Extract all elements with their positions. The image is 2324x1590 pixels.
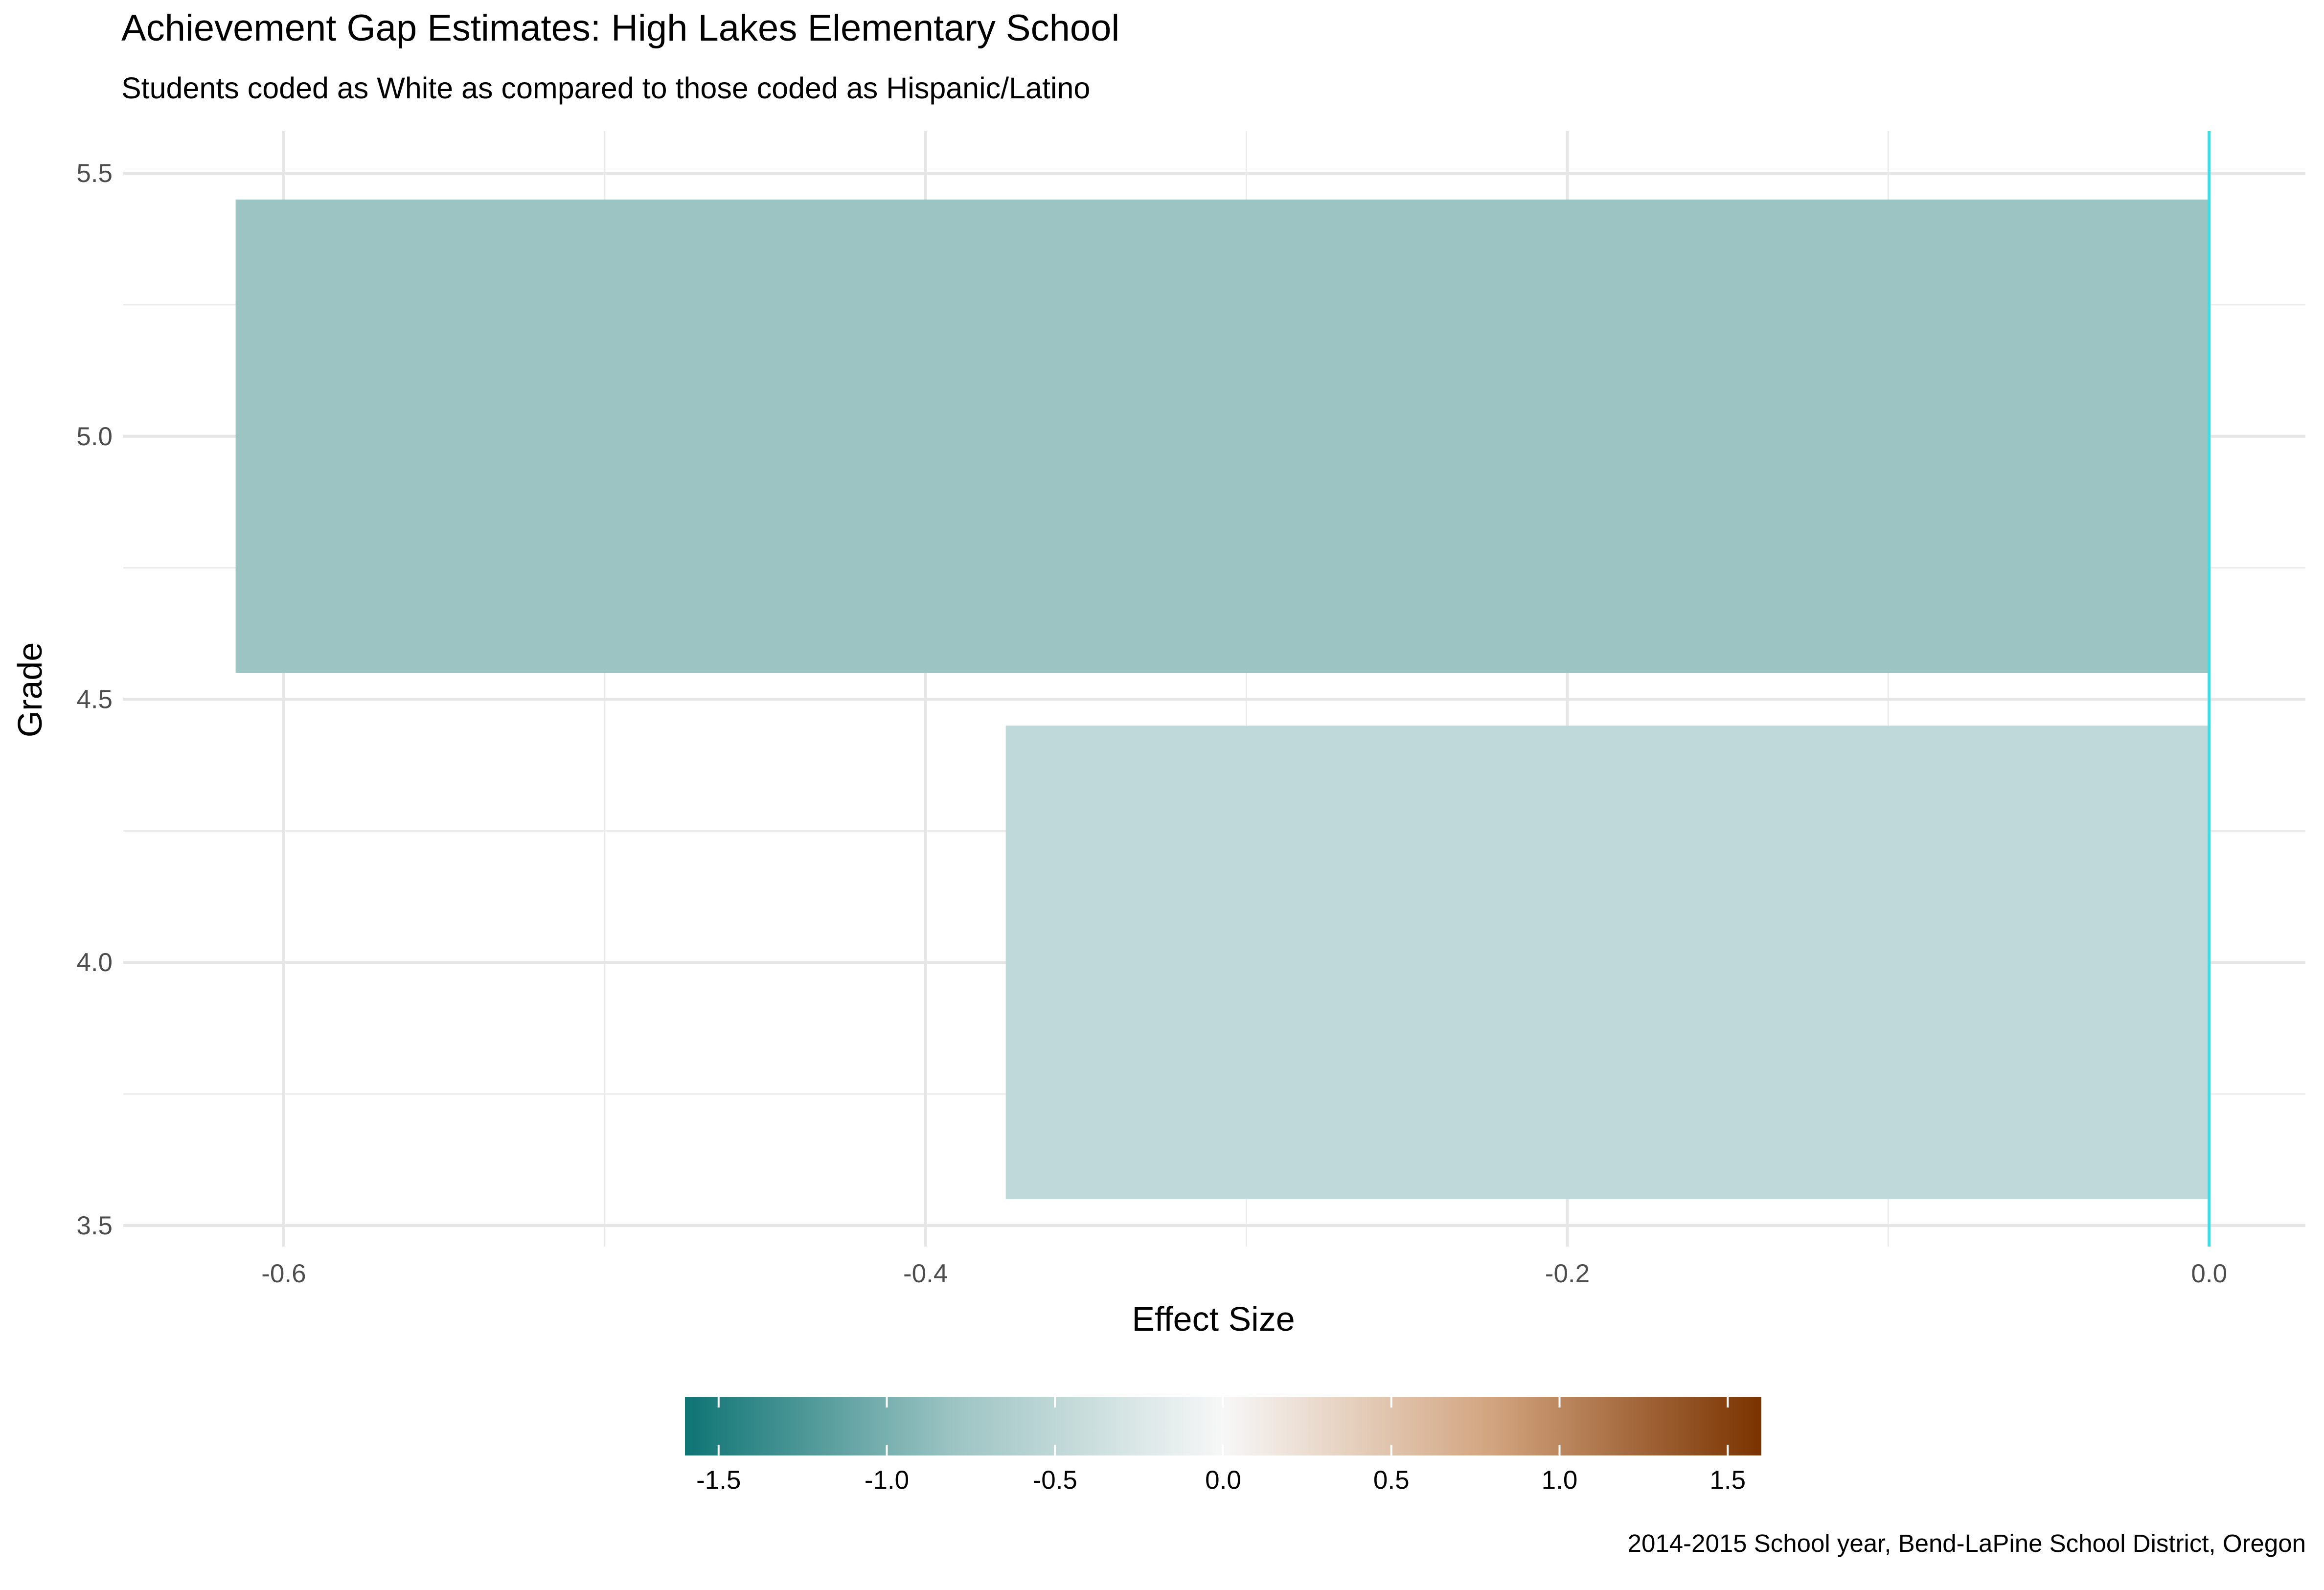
colorbar-tick-label: -1.5: [696, 1466, 741, 1495]
colorbar-tick-label: 1.5: [1709, 1466, 1746, 1495]
y-tick-label: 3.5: [76, 1211, 113, 1240]
x-tick-label: -0.6: [261, 1259, 306, 1288]
colorbar-tick-label: 0.0: [1205, 1466, 1241, 1495]
bar-grade-4: [1005, 726, 2210, 1200]
chart-caption: 2014-2015 School year, Bend-LaPine Schoo…: [1627, 1529, 2306, 1557]
x-tick-label: 0.0: [2191, 1259, 2227, 1288]
colorbar-tick-label: 1.0: [1542, 1466, 1578, 1495]
y-axis-label: Grade: [11, 642, 49, 738]
x-tick-label: -0.2: [1545, 1259, 1590, 1288]
chart-subtitle: Students coded as White as compared to t…: [121, 71, 1091, 105]
y-tick-label: 5.0: [76, 422, 113, 451]
colorbar-tick-label: 0.5: [1373, 1466, 1410, 1495]
chart-title: Achievement Gap Estimates: High Lakes El…: [121, 7, 1120, 49]
x-axis-label: Effect Size: [1132, 1300, 1295, 1338]
y-tick-label: 4.0: [76, 948, 113, 977]
y-tick-label: 5.5: [76, 159, 113, 188]
y-tick-label: 4.5: [76, 685, 113, 714]
bar-grade-5: [235, 199, 2210, 673]
x-tick-label: -0.4: [903, 1259, 948, 1288]
color-legend: -1.5 -1.0 -0.5 0.0 0.5 1.0 1.5: [685, 1397, 1761, 1495]
colorbar-tick-label: -1.0: [865, 1466, 909, 1495]
colorbar-tick-label: -0.5: [1033, 1466, 1077, 1495]
